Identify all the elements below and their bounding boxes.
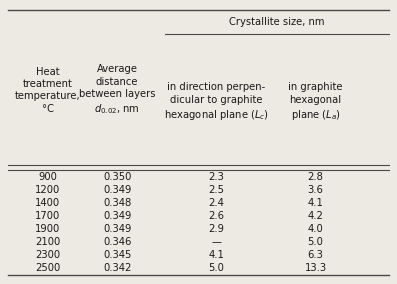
Text: 4.0: 4.0 bbox=[308, 224, 324, 234]
Text: 2.8: 2.8 bbox=[308, 172, 324, 182]
Text: 2.5: 2.5 bbox=[208, 185, 224, 195]
Text: 0.342: 0.342 bbox=[103, 263, 131, 273]
Text: 0.349: 0.349 bbox=[103, 185, 131, 195]
Text: 1200: 1200 bbox=[35, 185, 60, 195]
Text: —: — bbox=[211, 237, 222, 247]
Text: 1900: 1900 bbox=[35, 224, 60, 234]
Text: 6.3: 6.3 bbox=[308, 250, 324, 260]
Text: 3.6: 3.6 bbox=[308, 185, 324, 195]
Text: in graphite
hexagonal
plane ($L_a$): in graphite hexagonal plane ($L_a$) bbox=[288, 82, 343, 122]
Text: 5.0: 5.0 bbox=[308, 237, 324, 247]
Text: 0.350: 0.350 bbox=[103, 172, 131, 182]
Text: Average
distance
between layers
$d_{0.02}$, nm: Average distance between layers $d_{0.02… bbox=[79, 64, 155, 116]
Text: 2.3: 2.3 bbox=[208, 172, 224, 182]
Text: 2.6: 2.6 bbox=[208, 211, 224, 221]
Text: 900: 900 bbox=[38, 172, 57, 182]
Text: in direction perpen-
dicular to graphite
hexagonal plane ($L_c$): in direction perpen- dicular to graphite… bbox=[164, 82, 269, 122]
Text: 13.3: 13.3 bbox=[304, 263, 327, 273]
Text: 2100: 2100 bbox=[35, 237, 60, 247]
Text: 1400: 1400 bbox=[35, 198, 60, 208]
Text: 4.2: 4.2 bbox=[308, 211, 324, 221]
Text: 1700: 1700 bbox=[35, 211, 60, 221]
Text: 2300: 2300 bbox=[35, 250, 60, 260]
Text: 2.9: 2.9 bbox=[208, 224, 224, 234]
Text: 0.349: 0.349 bbox=[103, 224, 131, 234]
Text: 4.1: 4.1 bbox=[308, 198, 324, 208]
Text: 0.346: 0.346 bbox=[103, 237, 131, 247]
Text: 5.0: 5.0 bbox=[208, 263, 224, 273]
Text: Heat
treatment
temperature,
°C: Heat treatment temperature, °C bbox=[15, 66, 81, 114]
Text: 0.345: 0.345 bbox=[103, 250, 131, 260]
Text: 4.1: 4.1 bbox=[208, 250, 224, 260]
Text: 0.348: 0.348 bbox=[103, 198, 131, 208]
Text: Crystallite size, nm: Crystallite size, nm bbox=[229, 17, 325, 27]
Text: 2500: 2500 bbox=[35, 263, 60, 273]
Text: 2.4: 2.4 bbox=[208, 198, 224, 208]
Text: 0.349: 0.349 bbox=[103, 211, 131, 221]
